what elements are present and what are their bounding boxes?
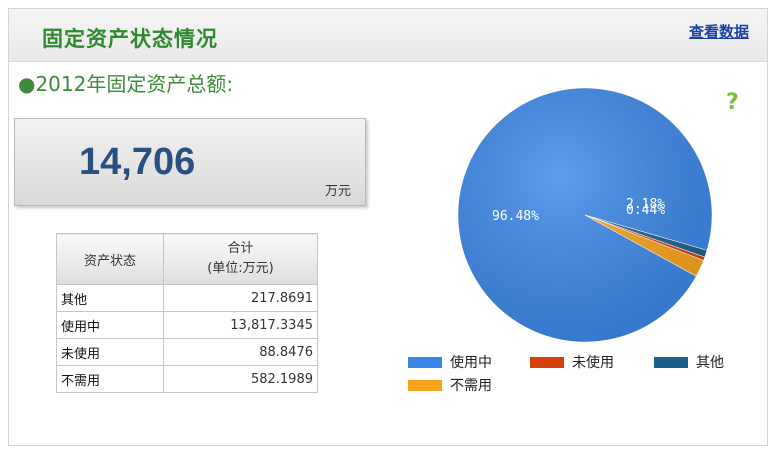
total-unit: 万元	[324, 184, 351, 199]
legend-swatch	[408, 356, 442, 368]
table-row: 不需用 582.1989	[56, 365, 318, 393]
pie-label-1: 2.18%	[626, 197, 665, 212]
table-row: 使用中 13,817.3345	[56, 311, 318, 339]
row-name: 不需用	[56, 365, 164, 393]
legend-label: 不需用	[450, 378, 492, 394]
panel-header: 固定资产状态情况 查看数据	[9, 9, 767, 62]
legend-swatch	[654, 356, 688, 368]
row-name: 未使用	[56, 338, 164, 366]
pie-label-0: 96.48%	[492, 209, 539, 224]
panel-title: 固定资产状态情况	[42, 27, 218, 51]
header-status: 资产状态	[56, 233, 164, 285]
row-value: 217.8691	[163, 284, 318, 312]
header-total-line1: 合计	[227, 241, 254, 256]
row-value: 582.1989	[163, 365, 318, 393]
asset-status-table: 资产状态 合计 (单位:万元) 其他 217.8691 使用中 13,817.3…	[56, 233, 318, 393]
view-data-link[interactable]: 查看数据	[688, 23, 749, 41]
legend-item[interactable]: 使用中	[408, 352, 492, 372]
legend-item[interactable]: 不需用	[408, 375, 492, 395]
legend-swatch	[530, 356, 564, 368]
table-header-row: 资产状态 合计 (单位:万元)	[56, 233, 318, 285]
legend-label: 使用中	[450, 355, 492, 371]
legend-swatch	[408, 379, 442, 391]
row-name: 使用中	[56, 311, 164, 339]
pie-chart-container: 96.48% 2.18% 0.44%	[450, 84, 720, 346]
legend-label: 未使用	[572, 355, 614, 371]
pie-chart: 96.48% 2.18%0.44%	[457, 87, 713, 343]
table-row: 其他 217.8691	[56, 284, 318, 312]
row-value: 88.8476	[163, 338, 318, 366]
pie-label-2: 0.44%	[626, 203, 665, 218]
legend-item[interactable]: 其他	[654, 352, 724, 372]
total-label: ●2012年固定资产总额:	[18, 72, 234, 96]
legend-label: 其他	[696, 355, 724, 371]
question-mark-icon[interactable]: ?	[726, 90, 739, 115]
total-value: 14,706	[79, 141, 196, 183]
legend-item[interactable]: 未使用	[530, 352, 614, 372]
header-total: 合计 (单位:万元)	[163, 233, 318, 285]
row-name: 其他	[56, 284, 164, 312]
total-box: 14,706 万元	[14, 118, 366, 206]
row-value: 13,817.3345	[163, 311, 318, 339]
header-total-line2: (单位:万元)	[207, 261, 274, 276]
table-row: 未使用 88.8476	[56, 338, 318, 366]
